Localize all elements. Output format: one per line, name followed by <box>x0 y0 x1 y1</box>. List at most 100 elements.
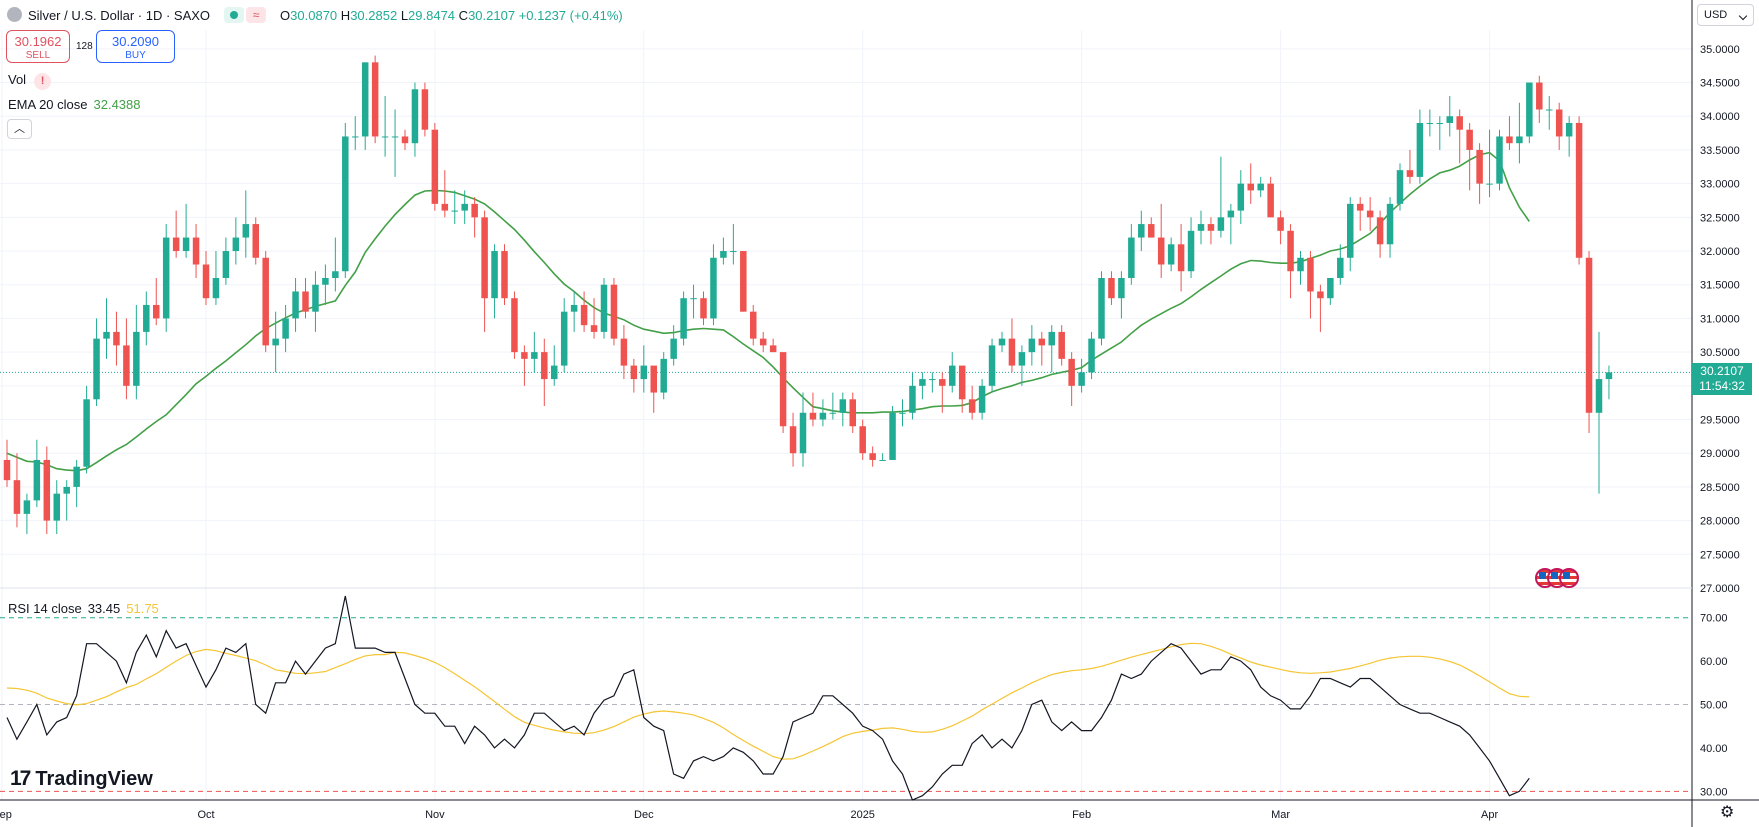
price-tick-label: 29.0000 <box>1700 448 1740 460</box>
time-tick-label: Feb <box>1072 809 1091 821</box>
candle-body <box>968 399 976 413</box>
open-value: 30.0870 <box>290 7 338 23</box>
candle-body <box>1575 122 1583 258</box>
candle-body <box>879 459 886 461</box>
ema-legend[interactable]: EMA 20 close 32.4388 <box>8 97 141 112</box>
bar-countdown: 11:54:32 <box>1699 379 1745 393</box>
candle-body <box>1546 109 1553 111</box>
candle-body <box>1148 224 1155 238</box>
rsi-pane[interactable] <box>0 595 1692 801</box>
warning-icon[interactable]: ! <box>34 73 52 90</box>
candle-body <box>1307 257 1314 292</box>
rsi-legend[interactable]: RSI 14 close 33.45 51.75 <box>8 601 159 616</box>
candle-body <box>680 298 687 339</box>
candle-body <box>1237 183 1245 211</box>
time-tick-label: Apr <box>1481 809 1498 821</box>
last-price-tag: 30.2107 11:54:32 <box>1692 363 1752 395</box>
candle-body <box>172 237 180 252</box>
candle-body <box>153 304 160 319</box>
candle-body <box>620 338 628 366</box>
candle-body <box>1446 116 1453 123</box>
close-label: C <box>458 7 469 23</box>
candle-body <box>929 379 936 381</box>
candle-body <box>1416 122 1424 177</box>
candle-body <box>53 493 60 521</box>
candle-body <box>1327 277 1334 299</box>
collapse-legend-button[interactable]: ︿ <box>7 119 32 139</box>
candle-body <box>123 345 130 386</box>
candle-body <box>1078 372 1085 386</box>
price-tick-label: 33.5000 <box>1700 145 1740 157</box>
candle-body <box>1555 109 1563 137</box>
ema20-line <box>6 151 1530 472</box>
candle-body <box>312 284 319 312</box>
events-markers[interactable] <box>1535 568 1583 590</box>
silver-symbol-icon <box>7 7 22 22</box>
grid-lines <box>0 30 1692 800</box>
candle-body <box>740 251 747 312</box>
candle-body <box>431 129 439 204</box>
price-pane[interactable] <box>0 55 1692 535</box>
candle-body <box>1396 170 1404 204</box>
symbol-title[interactable]: Silver / U.S. Dollar · 1D · SAXO <box>28 7 211 23</box>
candle-body <box>451 210 458 212</box>
volume-legend[interactable]: Vol! <box>8 72 52 90</box>
candle-body <box>272 338 279 346</box>
candle-body <box>958 365 966 400</box>
candle-body <box>710 257 717 319</box>
candle-body <box>113 331 120 346</box>
sell-price: 30.1962 <box>14 34 62 49</box>
candle-body <box>471 203 478 218</box>
wave-icon[interactable]: ≈ <box>246 7 267 23</box>
candle-body <box>730 251 737 253</box>
rsi-line <box>6 595 1530 801</box>
tradingview-mark-icon: 17 <box>10 767 31 790</box>
candle-body <box>1496 136 1503 184</box>
tradingview-logo[interactable]: 17 TradingView <box>10 767 153 791</box>
sell-button[interactable]: 30.1962 SELL <box>6 30 70 63</box>
candle-body <box>1128 237 1135 278</box>
us-flag-icon[interactable] <box>1559 568 1579 588</box>
candle-body <box>1506 136 1513 144</box>
buy-button[interactable]: 30.2090 BUY <box>96 30 175 63</box>
high-label: H <box>340 7 351 23</box>
candle-body <box>1565 122 1573 137</box>
settings-gear-icon[interactable]: ⚙ <box>1720 804 1735 821</box>
candle-body <box>1376 217 1384 245</box>
price-tick-label: 34.5000 <box>1700 78 1740 90</box>
candle-body <box>1466 129 1473 150</box>
price-tick-label: 35.0000 <box>1700 44 1740 56</box>
currency-select[interactable]: USD <box>1697 4 1754 26</box>
candle-body <box>1058 331 1065 359</box>
time-tick-label: Dec <box>634 809 654 821</box>
spread-value: 128 <box>76 41 93 52</box>
rsi-tick-label: 50.00 <box>1700 700 1728 712</box>
candle-body <box>63 486 70 494</box>
candle-body <box>1277 217 1284 231</box>
candle-body <box>1207 224 1215 231</box>
candle-body <box>352 136 359 138</box>
candle-body <box>1347 203 1354 258</box>
time-tick-label: Oct <box>197 809 214 821</box>
price-tick-label: 28.0000 <box>1700 516 1740 528</box>
price-tick-label: 27.0000 <box>1700 583 1740 595</box>
candle-body <box>342 136 349 272</box>
candle-body <box>1267 183 1274 218</box>
candle-body <box>401 136 409 144</box>
candle-body <box>222 251 230 278</box>
candle-body <box>1187 230 1195 272</box>
candle-body <box>1247 183 1254 191</box>
candle-body <box>1038 338 1046 346</box>
candle-body <box>1476 149 1483 184</box>
candle-body <box>899 412 906 414</box>
candle-body <box>361 62 369 137</box>
candle-body <box>759 338 767 346</box>
candle-body <box>1536 82 1543 110</box>
candle-body <box>421 89 429 130</box>
candle-body <box>949 365 956 386</box>
candle-body <box>919 379 926 386</box>
candle-body <box>461 203 468 211</box>
chevron-up-icon: ︿ <box>14 123 25 135</box>
price-tick-label: 27.5000 <box>1700 549 1740 561</box>
